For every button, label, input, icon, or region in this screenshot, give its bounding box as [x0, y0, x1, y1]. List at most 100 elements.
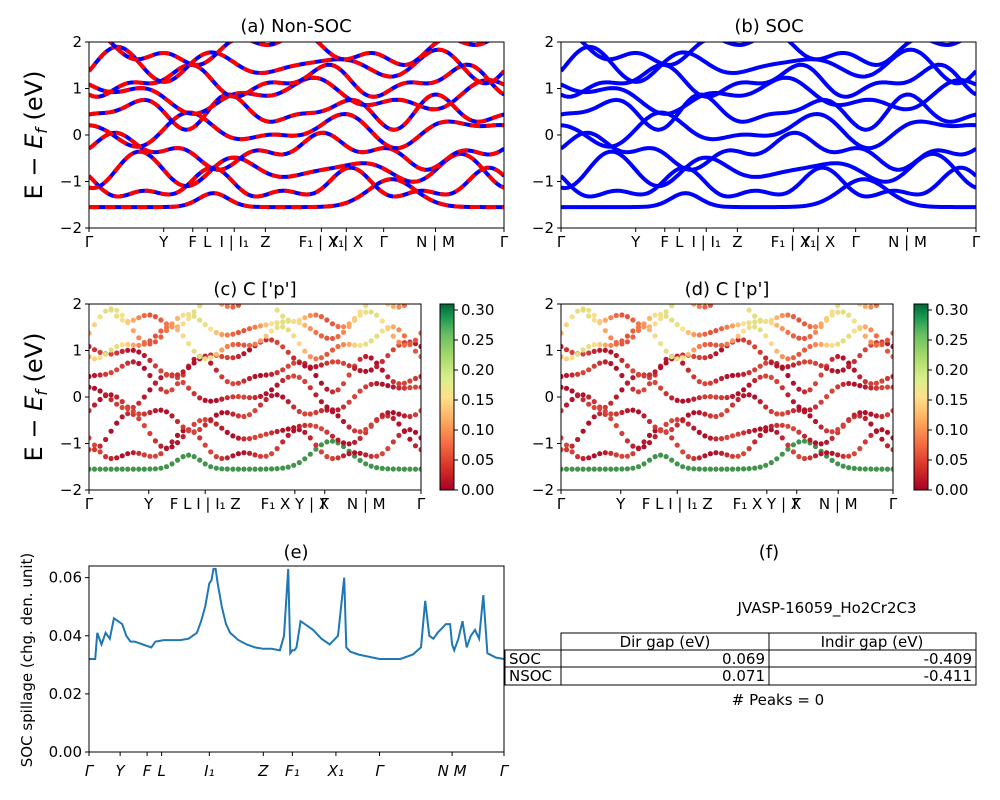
band-overlay-4 — [89, 110, 504, 151]
band-point — [363, 426, 369, 433]
band-point — [807, 387, 813, 393]
band-point — [368, 367, 374, 373]
band-point — [641, 413, 647, 419]
y-tick-label: 1 — [544, 80, 554, 98]
band-point — [779, 422, 785, 428]
band-point — [186, 311, 192, 318]
band-point — [307, 422, 313, 428]
band-point — [680, 449, 686, 455]
y-tick-label: 0 — [544, 388, 554, 406]
band-point — [401, 342, 407, 348]
band-point — [119, 317, 125, 323]
band-point — [796, 439, 802, 445]
band-point — [663, 391, 669, 397]
band-point — [757, 363, 763, 369]
band-point — [729, 338, 736, 344]
band-point — [729, 453, 736, 459]
band-point — [407, 341, 413, 348]
x-tick-label: I | I₁ — [220, 233, 249, 251]
band-point — [197, 395, 203, 401]
band-point — [313, 409, 319, 416]
band-point — [418, 435, 421, 441]
band-point — [713, 450, 719, 456]
band-point — [569, 314, 575, 320]
band-point — [829, 429, 835, 435]
band-point — [296, 423, 302, 429]
band-point — [379, 328, 385, 334]
colorbar-tick-label: 0.25 — [461, 331, 494, 349]
band-point — [812, 443, 819, 450]
band-point — [174, 432, 181, 438]
band-point — [757, 399, 763, 405]
band-point — [801, 335, 808, 342]
band-point — [385, 466, 391, 472]
band-point — [219, 466, 225, 472]
band-point — [274, 392, 280, 398]
band-point — [374, 380, 380, 387]
band-point — [608, 349, 614, 355]
table-row-nsoc-indir: -0.411 — [924, 667, 972, 685]
band-point — [230, 453, 236, 459]
band-point — [257, 453, 264, 459]
band-point — [658, 315, 664, 322]
band-point — [635, 321, 642, 327]
band-point — [307, 385, 313, 391]
band-point — [807, 323, 813, 330]
band-point — [296, 341, 302, 347]
band-point — [202, 322, 208, 328]
band-point — [219, 304, 225, 307]
band-point — [390, 347, 396, 353]
band-point — [608, 466, 614, 472]
band-point — [829, 388, 835, 394]
band-point — [103, 466, 109, 472]
band-point — [346, 441, 352, 447]
band-point — [879, 341, 885, 348]
band-point — [252, 341, 258, 347]
band-point — [340, 360, 347, 366]
x-tick-label: F L I | I₁ Z — [642, 495, 713, 513]
band-point — [340, 324, 347, 330]
band-point — [735, 396, 741, 403]
band-point — [385, 304, 391, 307]
band-point — [669, 304, 675, 309]
band-point — [208, 464, 214, 470]
band-point — [241, 394, 247, 400]
band-point — [158, 328, 164, 334]
band-point — [219, 331, 225, 338]
band-point — [307, 312, 313, 319]
peaks-count: # Peaks = 0 — [732, 691, 824, 709]
band-point — [197, 354, 203, 360]
band-point — [274, 324, 280, 331]
band-point — [335, 437, 341, 443]
band-point — [741, 371, 747, 377]
band-point — [846, 453, 852, 459]
band-point — [685, 465, 691, 471]
band-point — [702, 433, 708, 439]
band-point — [374, 465, 380, 471]
band-point — [274, 339, 280, 345]
band-point — [569, 466, 575, 472]
band-point — [768, 408, 774, 415]
band-point — [796, 360, 802, 366]
band-point — [707, 394, 714, 400]
band-point — [329, 347, 336, 353]
band-point — [779, 385, 785, 391]
band-point — [219, 347, 225, 353]
band-point — [191, 356, 197, 362]
band-point — [119, 453, 125, 459]
band-point — [412, 429, 419, 435]
band-point — [569, 372, 575, 378]
band-point — [597, 451, 603, 457]
band-point — [224, 354, 230, 361]
band-point — [757, 464, 763, 470]
band-point — [575, 466, 581, 472]
band-point — [208, 326, 214, 332]
band-point — [868, 411, 874, 417]
band-point — [119, 399, 125, 405]
band-point — [318, 314, 324, 320]
y-tick-label: 0 — [544, 126, 554, 144]
band-point — [357, 435, 363, 441]
band-point — [125, 347, 131, 353]
band-point — [619, 453, 625, 459]
band-point — [91, 356, 98, 362]
